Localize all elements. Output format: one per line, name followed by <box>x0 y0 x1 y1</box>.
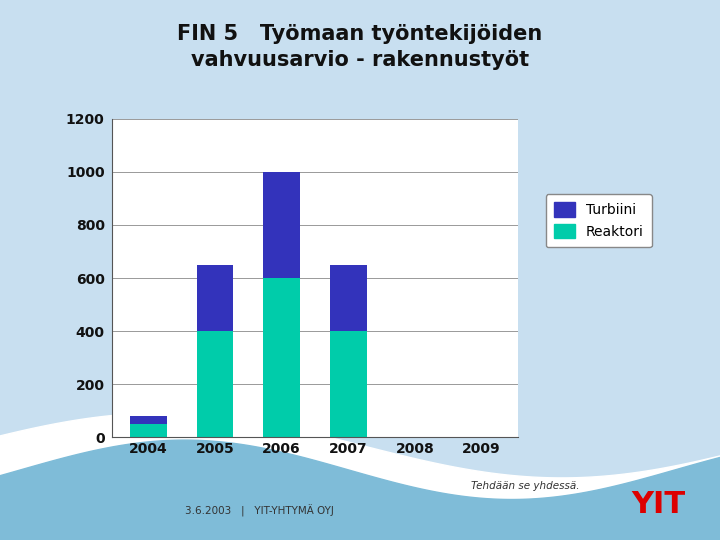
Bar <box>197 265 233 331</box>
Legend: Turbiini, Reaktori: Turbiini, Reaktori <box>546 194 652 247</box>
Bar <box>197 331 233 437</box>
Bar <box>264 278 300 437</box>
Bar <box>130 416 167 424</box>
Text: FIN 5   Työmaan työntekijöiden
vahvuusarvio - rakennustyöt: FIN 5 Työmaan työntekijöiden vahvuusarvi… <box>177 24 543 70</box>
Bar <box>264 172 300 278</box>
Bar <box>130 424 167 437</box>
Text: Tehdään se yhdessä.: Tehdään se yhdessä. <box>472 481 580 491</box>
Bar <box>330 265 366 331</box>
Text: 3.6.2003   |   YIT-YHTYMÄ OYJ: 3.6.2003 | YIT-YHTYMÄ OYJ <box>185 504 333 516</box>
Text: YIT: YIT <box>631 490 686 519</box>
Bar <box>330 331 366 437</box>
